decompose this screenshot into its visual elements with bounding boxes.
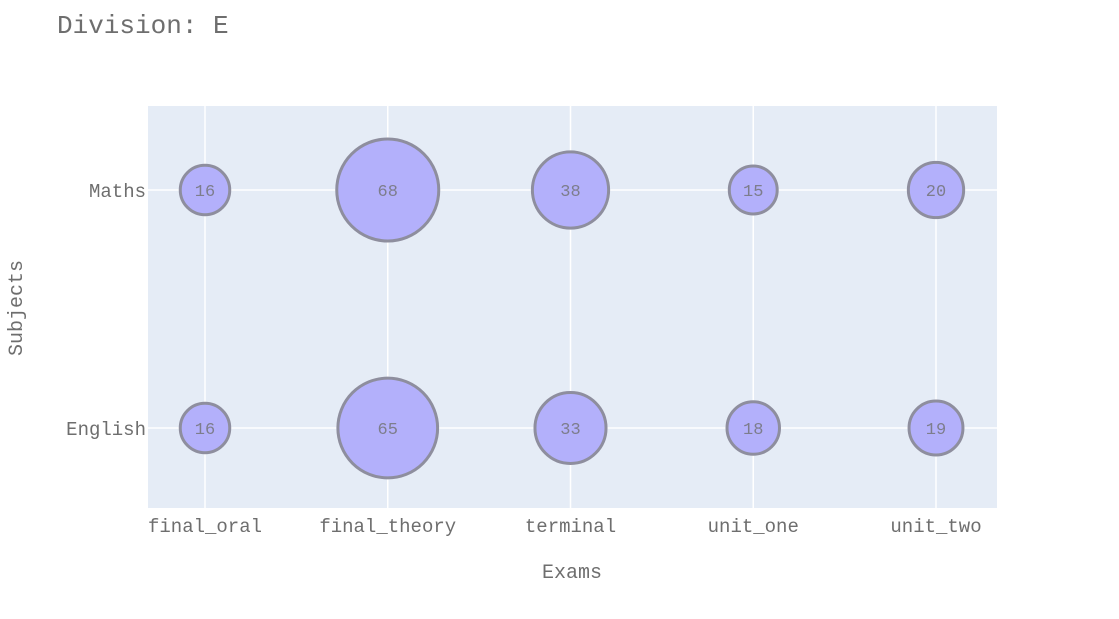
bubble: [336, 376, 440, 480]
x-tick-label: final_oral: [148, 516, 262, 538]
x-tick-labels: final_oral final_theory terminal unit_one un…: [148, 516, 982, 538]
x-axis-label: Exams: [542, 562, 602, 585]
y-tick-label: Maths: [89, 181, 146, 203]
bubble: [178, 401, 232, 455]
bubble-value-label: 65: [378, 421, 398, 440]
bubble: [533, 390, 608, 466]
bubble: [906, 160, 966, 220]
y-tick-label: English: [66, 419, 146, 441]
x-tick-label: unit_one: [708, 516, 799, 538]
chart-title: Division: E: [57, 11, 229, 41]
y-tick-labels: English Maths: [66, 181, 146, 441]
x-tick-label: final_theory: [319, 516, 456, 538]
x-tick-label: unit_two: [890, 516, 981, 538]
bubble: [907, 399, 965, 457]
bubble-value-label: 19: [926, 421, 946, 440]
bubble: [178, 163, 232, 217]
x-tick-label: terminal: [525, 516, 616, 538]
bubble-value-label: 68: [378, 183, 398, 202]
bubble-value-label: 33: [560, 421, 580, 440]
bubble-value-label: 15: [743, 183, 763, 202]
bubble-value-label: 38: [560, 183, 580, 202]
bubble: [530, 150, 611, 230]
bubble-value-label: 16: [195, 183, 215, 202]
bubble-value-label: 20: [926, 183, 946, 202]
bubble: [725, 400, 781, 456]
bubble: [335, 137, 441, 243]
y-axis-label: Subjects: [6, 260, 29, 356]
bubble-value-label: 18: [743, 421, 763, 440]
bubbles: 16 68 38 15 20 16 65 33 18 19: [178, 137, 966, 480]
bubble: [727, 164, 779, 216]
bubble-value-label: 16: [195, 421, 215, 440]
